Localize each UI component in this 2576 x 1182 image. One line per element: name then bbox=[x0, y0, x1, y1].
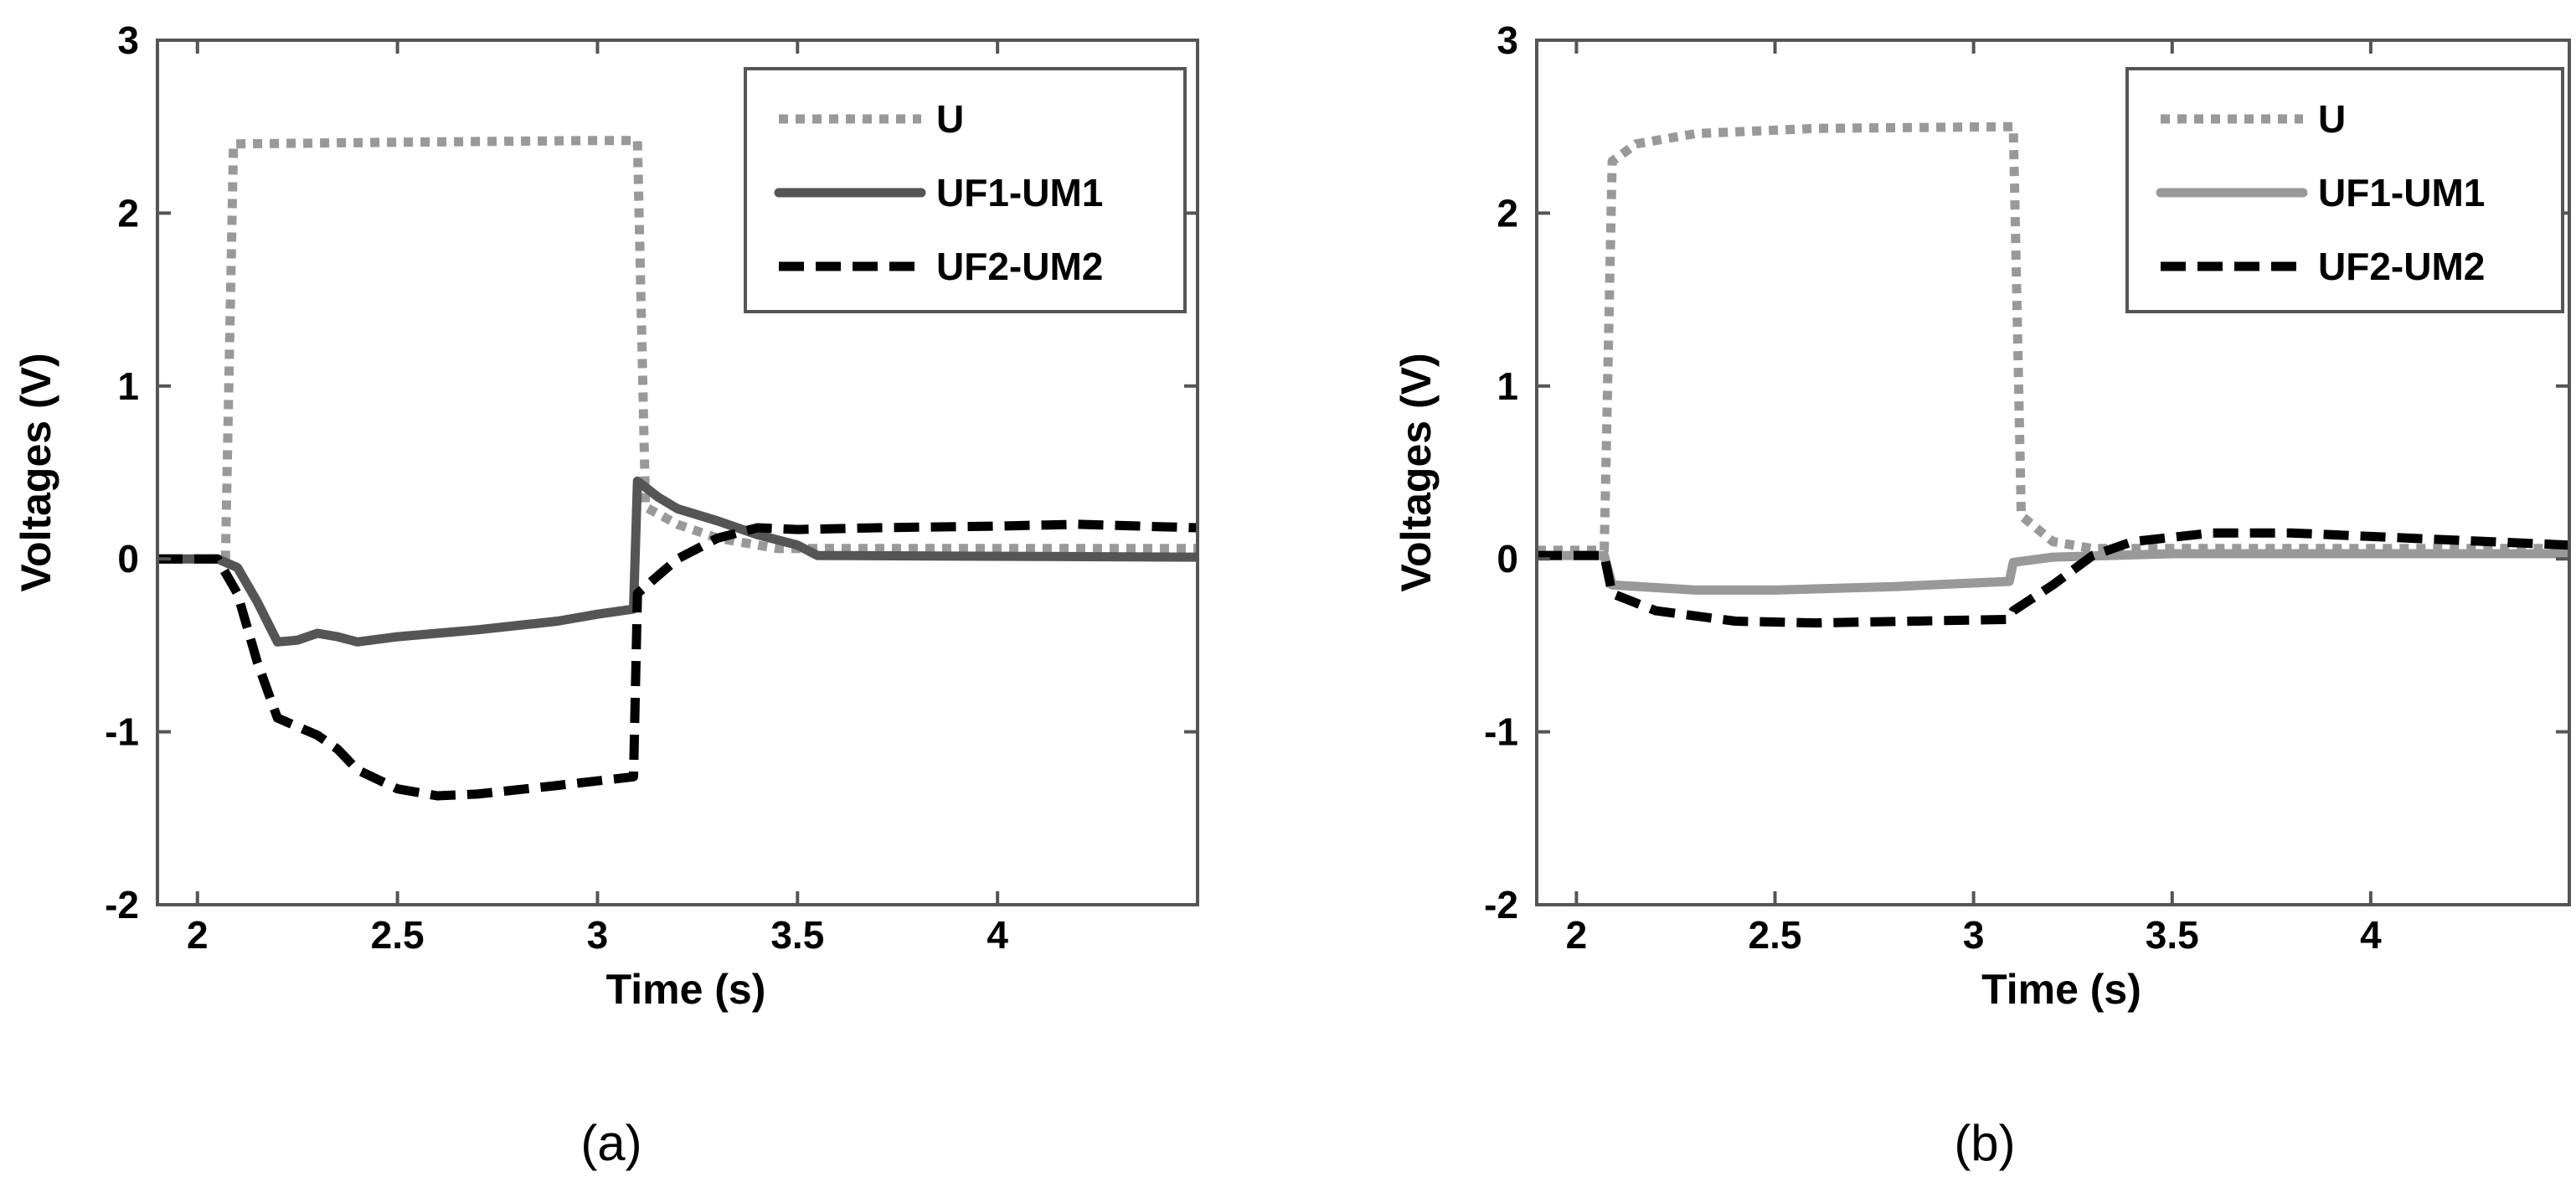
panel-label: (a) bbox=[580, 1115, 641, 1171]
series-line-3 bbox=[157, 519, 1198, 801]
x-tick-label: 3.5 bbox=[2146, 913, 2199, 957]
x-tick-label: 2.5 bbox=[1749, 913, 1802, 957]
legend-label-1: U bbox=[936, 97, 964, 141]
x-tick-label: 2.5 bbox=[371, 913, 425, 957]
y-tick-label: 3 bbox=[117, 18, 139, 62]
y-tick-label: -2 bbox=[105, 883, 139, 927]
chart-panel-a: -2 -1 0 1 2 3 2 2.5 3 3.5 4 Time (s) Voltages (V) U UF… bbox=[13, 18, 1199, 1171]
y-tick-label: -2 bbox=[1484, 883, 1518, 927]
y-tick-label: -1 bbox=[1484, 710, 1518, 754]
series-line-1 bbox=[1537, 121, 2569, 555]
y-tick-label: 3 bbox=[1497, 18, 1518, 62]
x-axis-label: Time (s) bbox=[1981, 966, 2141, 1013]
legend-label-3: UF2-UM2 bbox=[2318, 245, 2485, 288]
panel-label: (b) bbox=[1954, 1115, 2015, 1171]
series-group bbox=[1537, 121, 2569, 628]
y-tick-label: 1 bbox=[1497, 364, 1518, 408]
legend: U UF1-UM1 UF2-UM2 bbox=[744, 67, 1187, 313]
y-tick-label: -1 bbox=[105, 710, 139, 754]
legend: U UF1-UM1 UF2-UM2 bbox=[2125, 67, 2564, 313]
y-tick-label: 0 bbox=[117, 537, 139, 581]
x-tick-label: 2 bbox=[187, 913, 209, 957]
x-axis-label: Time (s) bbox=[606, 966, 766, 1013]
x-tick-label: 3.5 bbox=[770, 913, 824, 957]
legend-label-3: UF2-UM2 bbox=[936, 245, 1103, 288]
legend-label-1: U bbox=[2318, 97, 2346, 141]
series-line-3 bbox=[1537, 528, 2569, 628]
series-group bbox=[157, 136, 1198, 801]
series-line-2 bbox=[157, 476, 1198, 647]
x-tick-label: 2 bbox=[1566, 913, 1588, 957]
x-tick-label: 4 bbox=[2360, 913, 2382, 957]
x-tick-label: 4 bbox=[987, 913, 1008, 957]
x-tick-label: 3 bbox=[1963, 913, 1985, 957]
y-axis-label: Voltages (V) bbox=[13, 353, 59, 591]
x-tick-label: 3 bbox=[587, 913, 609, 957]
y-tick-label: 0 bbox=[1497, 537, 1518, 581]
y-tick-label: 2 bbox=[1497, 191, 1518, 235]
legend-label-2: UF1-UM1 bbox=[936, 171, 1103, 214]
y-tick-label: 1 bbox=[117, 364, 139, 408]
y-axis-label: Voltages (V) bbox=[1393, 353, 1440, 591]
legend-label-2: UF1-UM1 bbox=[2318, 171, 2485, 214]
axes-frame bbox=[1535, 39, 2571, 906]
axes-frame bbox=[156, 39, 1199, 906]
chart-panel-b: -2 -1 0 1 2 3 2 2.5 3 3.5 4 Time (s) Voltages (V) U UF… bbox=[1393, 18, 2571, 1171]
y-tick-label: 2 bbox=[117, 191, 139, 235]
